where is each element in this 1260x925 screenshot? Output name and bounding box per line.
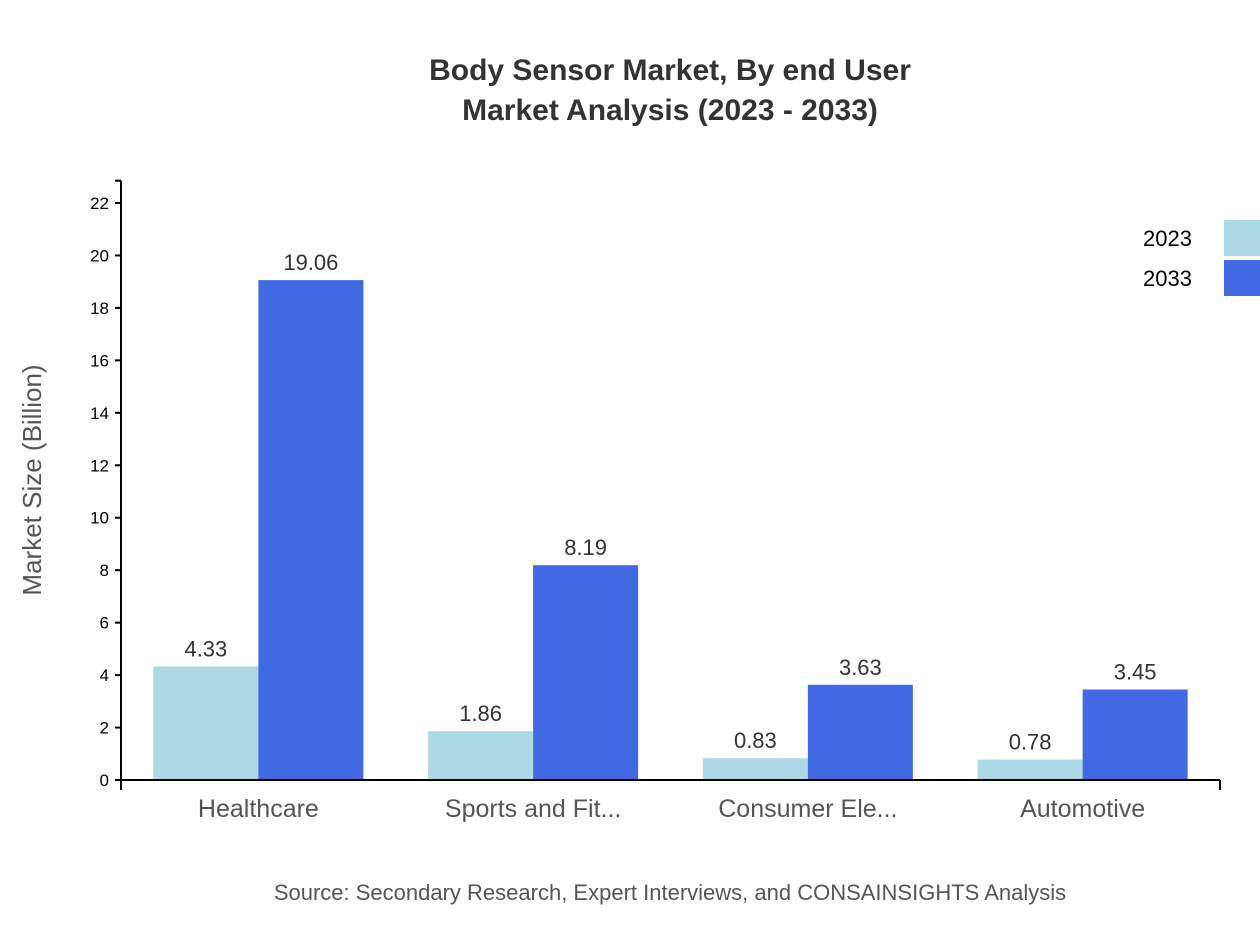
y-tick-label: 2 [100, 719, 109, 738]
y-tick-label: 0 [100, 771, 109, 790]
source-note: Source: Secondary Research, Expert Inter… [274, 880, 1066, 905]
data-label: 0.83 [734, 728, 777, 753]
x-tick-label: Sports and Fit... [445, 795, 621, 823]
legend-label: 2033 [1143, 266, 1192, 291]
y-tick-label: 20 [90, 246, 109, 265]
data-label: 8.19 [564, 535, 607, 560]
legend-swatch-2023 [1224, 220, 1260, 256]
x-tick-label: Automotive [1020, 795, 1145, 823]
y-tick-label: 10 [90, 509, 109, 528]
chart-title-line1: Body Sensor Market, By end User [429, 54, 911, 87]
y-tick-label: 4 [100, 666, 109, 685]
y-tick-label: 8 [100, 561, 109, 580]
chart-title-line2: Market Analysis (2023 - 2033) [462, 94, 878, 127]
data-label: 0.78 [1009, 730, 1052, 755]
bar-2033 [258, 280, 364, 780]
y-tick-label: 14 [90, 404, 109, 423]
data-label: 3.45 [1114, 660, 1157, 685]
y-tick-label: 22 [90, 194, 109, 213]
bar-2023 [153, 666, 259, 780]
y-tick-label: 16 [90, 351, 109, 370]
y-axis-label: Market Size (Billion) [17, 364, 47, 595]
data-label: 19.06 [283, 250, 338, 275]
bar-2033 [533, 565, 639, 780]
bar-2033 [807, 684, 913, 780]
x-tick-label: Consumer Ele... [718, 795, 897, 823]
bars-group: 4.33 19.06 1.86 8.19 0.83 3.63 0.78 3.45 [153, 250, 1188, 780]
bar-2023 [977, 759, 1083, 780]
data-label: 3.63 [839, 655, 882, 680]
y-tick-label: 6 [100, 614, 109, 633]
legend: 2023 2033 [1143, 220, 1260, 296]
y-tick-label: 18 [90, 299, 109, 318]
y-axis: 0 2 4 6 8 10 12 14 16 18 20 22 [90, 179, 122, 790]
legend-label: 2023 [1143, 226, 1192, 251]
y-tick-label: 12 [90, 456, 109, 475]
bar-2023 [702, 758, 808, 780]
x-axis: Healthcare Sports and Fit... Consumer Ele.… [120, 779, 1221, 823]
bar-2033 [1082, 689, 1188, 780]
legend-swatch-2033 [1224, 260, 1260, 296]
bar-2023 [428, 731, 534, 780]
data-label: 1.86 [459, 701, 502, 726]
data-label: 4.33 [184, 636, 227, 661]
x-tick-label: Healthcare [198, 795, 319, 823]
